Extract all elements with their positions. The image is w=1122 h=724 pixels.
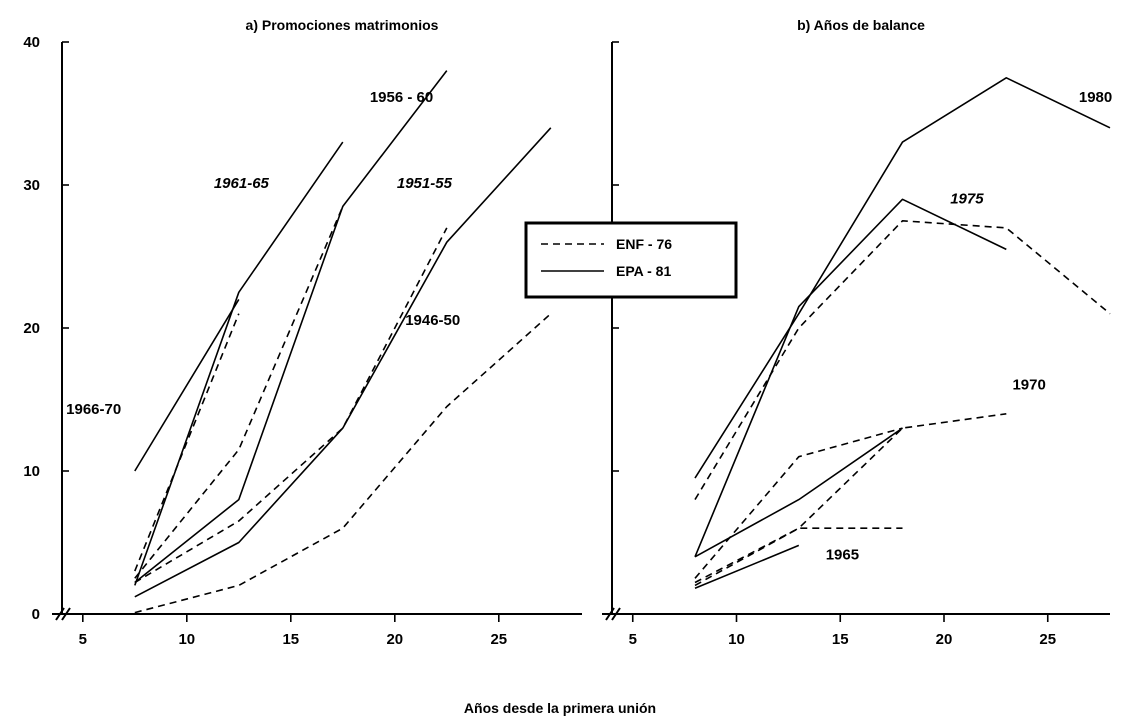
series-annotation: 1970 [1012,376,1045,393]
x-axis-label: Años desde la primera unión [464,700,656,716]
series-annotation: 1966-70 [66,401,121,418]
panel-a: a) Promociones matrimonios 0 10 20 30 40 5 10 15… [23,17,582,648]
panel-title: b) Años de balance [797,17,925,33]
series-annotation: 1965 [826,547,859,564]
legend: ENF - 76 EPA - 81 [524,221,738,299]
series-line-1975-enf76 [694,427,903,579]
series-annotation: 1961-65 [214,175,270,192]
y-tick-label: 30 [23,177,40,194]
series-line-1961-65-enf76 [134,206,344,579]
series-line-1966-70-enf76 [134,313,240,572]
series-annotation: 1975 [950,191,984,208]
x-tick-label: 25 [490,631,507,648]
series-line-1970-epa81 [694,427,903,558]
x-tick-label: 20 [936,631,953,648]
y-tick-label: 10 [23,463,40,480]
series-line-1966-70-epa81 [134,298,240,472]
series-annotation: 1980 [1079,89,1112,106]
panel-b: b) Años de balance 5 10 15 20 25 1980 1975 1970 1… [602,17,1112,648]
series-line-1970-enf76 [694,413,1007,584]
series-annotation: 1951-55 [397,175,453,192]
panel-title: a) Promociones matrimonios [246,17,439,33]
series-line-1980-epa81 [694,77,1111,479]
series-line-1975-epa81 [694,198,1007,558]
y-tick-label: 40 [23,34,40,51]
series-annotation: 1956 - 60 [370,89,433,106]
x-tick-label: 25 [1039,631,1056,648]
x-tick-label: 10 [728,631,745,648]
legend-box [524,221,738,299]
x-tick-label: 5 [629,631,637,648]
series-line-1956-60-epa81 [134,70,448,584]
series-annotation: 1946-50 [405,312,460,329]
series-line-1951-55-epa81 [134,127,552,598]
legend-label-enf: ENF - 76 [616,236,672,252]
series-line-1946-50-enf76 [134,313,552,614]
y-tick-label: 0 [32,606,40,623]
x-tick-label: 15 [832,631,849,648]
series-line-1961-65-epa81 [134,141,344,586]
x-tick-label: 15 [282,631,299,648]
legend-label-epa: EPA - 81 [616,263,671,279]
y-tick-label: 20 [23,320,40,337]
series-line-1965-epa81 [694,544,800,590]
x-tick-label: 10 [178,631,195,648]
x-tick-label: 20 [386,631,403,648]
series-line-1980-enf76 [694,220,1111,501]
series-line-1965-enf76 [694,527,903,587]
x-tick-label: 5 [79,631,87,648]
series-line-1956-60-enf76 [134,227,448,584]
